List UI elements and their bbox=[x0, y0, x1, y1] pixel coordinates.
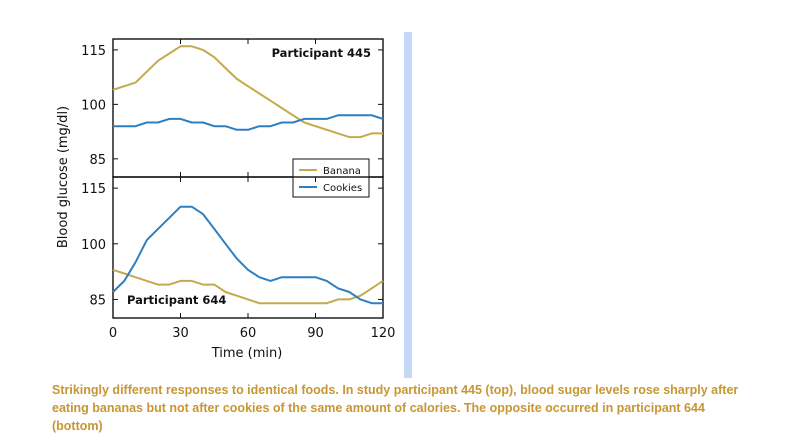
legend-label-banana: Banana bbox=[323, 166, 361, 177]
sidebar-accent-bar bbox=[404, 32, 412, 378]
legend-label-cookies: Cookies bbox=[323, 183, 362, 194]
panel-bottom: 85 100 115 0 30 60 90 120 Participant 644 bbox=[81, 176, 396, 341]
x-tick-label: 120 bbox=[371, 326, 396, 341]
blood-glucose-chart: 85 100 115 Participant 445 Banana Cookies 85 10… bbox=[56, 38, 396, 361]
y-tick-label: 85 bbox=[89, 293, 106, 308]
series-line-cookies bbox=[113, 114, 384, 131]
figure-caption: Strikingly different responses to identi… bbox=[52, 383, 739, 433]
chart-panels: 85 100 115 Participant 445 Banana Cookies 85 10… bbox=[81, 38, 396, 341]
x-tick-label: 60 bbox=[240, 326, 257, 341]
panel-label: Participant 445 bbox=[272, 46, 371, 60]
legend-box bbox=[292, 158, 370, 198]
x-tick-label: 90 bbox=[307, 326, 324, 341]
series-line-banana bbox=[112, 45, 383, 139]
legend: Banana Cookies bbox=[292, 158, 370, 198]
x-axis-title: Time (min) bbox=[211, 346, 283, 361]
x-tick-label: 0 bbox=[109, 326, 117, 341]
y-tick-label: 100 bbox=[81, 238, 106, 253]
y-tick-label: 85 bbox=[89, 153, 106, 168]
y-tick-label: 115 bbox=[81, 182, 106, 197]
y-tick-label: 115 bbox=[81, 44, 106, 59]
y-tick-label: 100 bbox=[81, 98, 106, 113]
x-tick-label: 30 bbox=[172, 326, 189, 341]
panel-label: Participant 644 bbox=[127, 293, 226, 307]
panel-top: 85 100 115 Participant 445 Banana Cookies bbox=[81, 38, 384, 198]
series-line-cookies bbox=[112, 205, 383, 305]
y-axis-title: Blood glucose (mg/dl) bbox=[56, 106, 71, 248]
series-line-banana bbox=[112, 268, 384, 305]
